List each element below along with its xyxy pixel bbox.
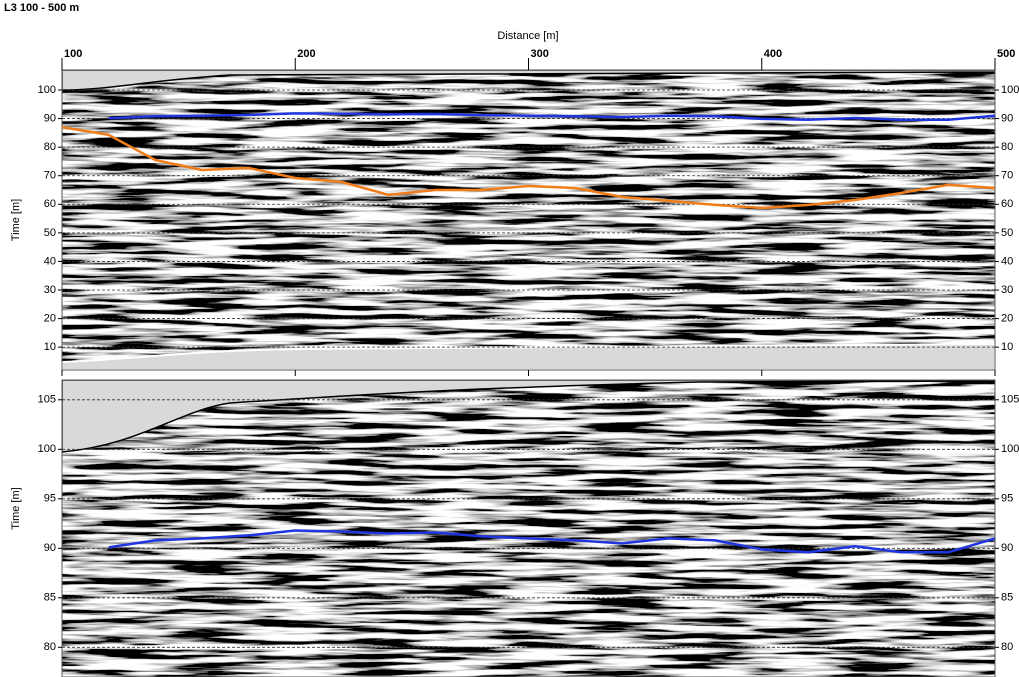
y-tick-label-right: 20 <box>1001 312 1013 324</box>
y-tick-label-right: 60 <box>1001 198 1013 210</box>
y-tick-label-right: 70 <box>1001 170 1013 182</box>
x-tick-label: 100 <box>64 48 82 60</box>
radargram-bottom <box>62 380 995 677</box>
x-tick-label: 300 <box>531 48 549 60</box>
y-tick-label: 100 <box>38 443 56 455</box>
x-axis-label: Distance [m] <box>497 30 558 42</box>
chart-title: L3 100 - 500 m <box>4 2 79 14</box>
y-tick-label: 70 <box>44 170 56 182</box>
y-tick-label: 90 <box>44 542 56 554</box>
y-tick-label: 95 <box>44 493 56 505</box>
y-axis-label: Time [m] <box>10 199 22 241</box>
y-tick-label: 80 <box>44 141 56 153</box>
radar-image <box>62 380 995 677</box>
y-tick-label-right: 95 <box>1001 493 1013 505</box>
y-tick-label: 30 <box>44 284 56 296</box>
x-tick-label: 500 <box>997 48 1015 60</box>
y-tick-label: 50 <box>44 227 56 239</box>
y-tick-label-right: 40 <box>1001 255 1013 267</box>
y-tick-label: 85 <box>44 592 56 604</box>
y-tick-label-right: 85 <box>1001 592 1013 604</box>
y-tick-label-right: 100 <box>1001 443 1019 455</box>
y-tick-label-right: 100 <box>1001 84 1019 96</box>
y-tick-label-right: 50 <box>1001 227 1013 239</box>
y-tick-label: 105 <box>38 394 56 406</box>
chart: L3 100 - 500 m Distance [m] Time [m] 10 10… <box>0 0 1019 677</box>
y-tick-label-right: 90 <box>1001 542 1013 554</box>
y-axis-label: Time [m] <box>10 487 22 529</box>
y-tick-label: 40 <box>44 255 56 267</box>
x-tick-label: 400 <box>764 48 782 60</box>
y-tick-label: 90 <box>44 112 56 124</box>
y-tick-label: 80 <box>44 641 56 653</box>
x-tick-label: 200 <box>297 48 315 60</box>
y-tick-label-right: 10 <box>1001 341 1013 353</box>
y-tick-label: 10 <box>44 341 56 353</box>
y-tick-label: 20 <box>44 312 56 324</box>
y-tick-label: 100 <box>38 84 56 96</box>
y-tick-label-right: 80 <box>1001 141 1013 153</box>
y-tick-label-right: 90 <box>1001 112 1013 124</box>
y-tick-label-right: 105 <box>1001 394 1019 406</box>
y-tick-label-right: 80 <box>1001 641 1013 653</box>
y-tick-label-right: 30 <box>1001 284 1013 296</box>
y-tick-label: 60 <box>44 198 56 210</box>
